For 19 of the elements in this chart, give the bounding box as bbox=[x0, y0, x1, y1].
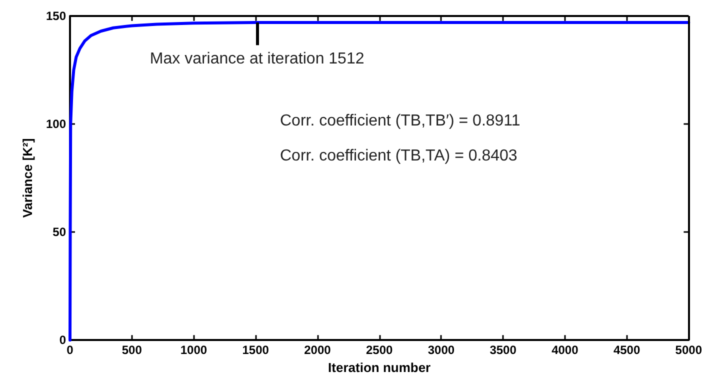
x-tick-label: 2500 bbox=[366, 343, 393, 358]
x-tick-label: 4000 bbox=[552, 343, 579, 358]
y-axis-title: Variance [K²] bbox=[20, 138, 35, 218]
x-tick-label: 5000 bbox=[675, 343, 702, 358]
x-tick-label: 1500 bbox=[242, 343, 270, 358]
y-tick-label: 50 bbox=[52, 225, 66, 240]
y-tick-label: 100 bbox=[46, 117, 66, 132]
annotation: Max variance at iteration 1512 bbox=[150, 50, 364, 68]
annotation: Corr. coefficient (TB,TA) = 0.8403 bbox=[280, 148, 518, 164]
y-tick-label: 150 bbox=[46, 9, 66, 23]
annotation: Corr. coefficient (TB,TB′) = 0.8911 bbox=[280, 112, 520, 130]
x-tick-label: 500 bbox=[122, 343, 142, 358]
x-tick-label: 1000 bbox=[180, 343, 208, 358]
x-tick-label: 4500 bbox=[613, 343, 640, 358]
y-tick-label: 0 bbox=[59, 333, 66, 348]
x-tick-label: 2000 bbox=[304, 343, 332, 358]
x-axis-title: Iteration number bbox=[328, 360, 431, 375]
x-tick-label: 3000 bbox=[428, 343, 455, 358]
x-tick-label: 3500 bbox=[490, 343, 517, 358]
